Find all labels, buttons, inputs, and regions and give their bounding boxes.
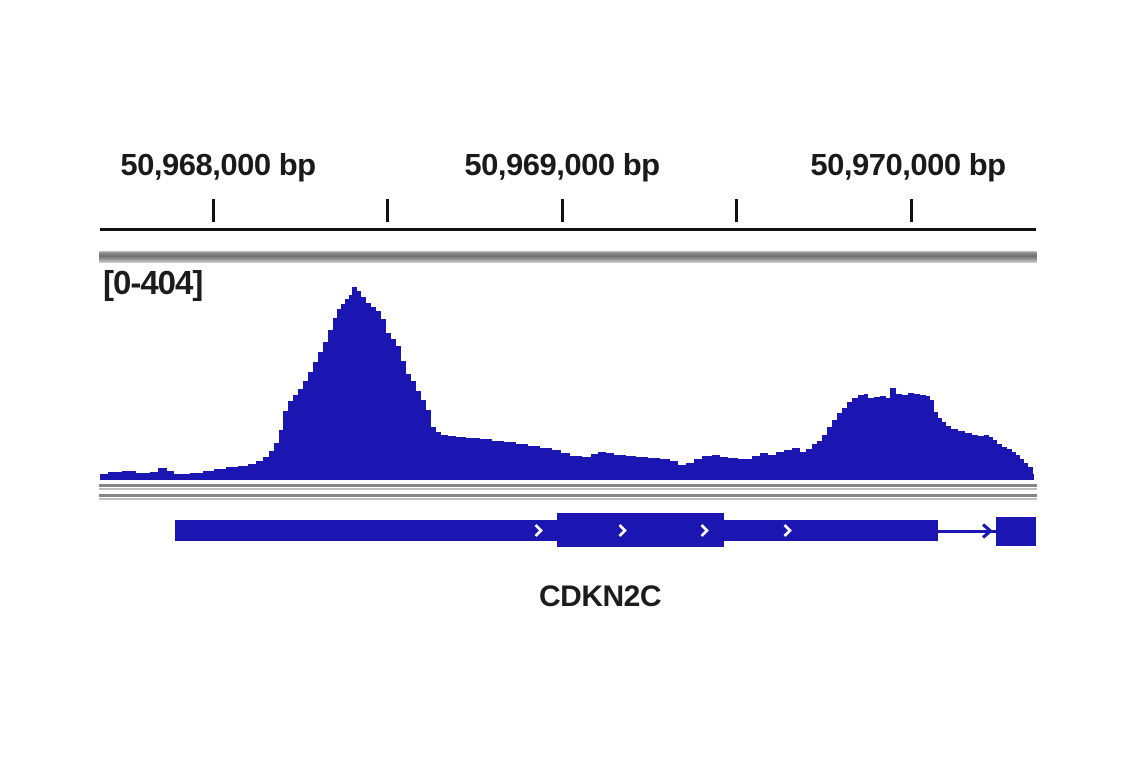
- gene-utr-bar[interactable]: [724, 520, 938, 541]
- coordinate-label: 50,968,000 bp: [120, 147, 316, 182]
- gene-name-label: CDKN2C: [538, 580, 662, 613]
- strand-arrow-icon: [782, 523, 793, 538]
- ruler-tick-mark: [910, 199, 913, 222]
- coverage-area-shape: [100, 287, 1034, 480]
- track-separator-line: [99, 487, 1037, 490]
- track-separator-line: [99, 494, 1037, 497]
- gene-utr-bar[interactable]: [175, 520, 557, 541]
- ruler-tick-mark: [561, 199, 564, 222]
- gene-exon-block[interactable]: [557, 513, 724, 547]
- ruler-tick-mark: [386, 199, 389, 222]
- ruler-baseline: [100, 228, 1036, 231]
- track-separator-bar: [99, 251, 1037, 263]
- ruler-tick-mark: [735, 199, 738, 222]
- strand-arrow-icon: [533, 523, 544, 538]
- track-separator-line: [99, 497, 1037, 500]
- coverage-histogram[interactable]: [100, 283, 1036, 483]
- ruler-tick-mark: [212, 199, 215, 222]
- coverage-range-label: [0-404]: [103, 264, 203, 301]
- coordinate-label: 50,970,000 bp: [810, 147, 1006, 182]
- track-separator-line: [99, 484, 1037, 487]
- gene-exon-block[interactable]: [996, 517, 1036, 546]
- coordinate-label: 50,969,000 bp: [464, 147, 660, 182]
- strand-arrow-icon: [617, 523, 628, 538]
- gene-intron-line[interactable]: [938, 530, 996, 533]
- intron-arrowhead-icon: [981, 523, 993, 539]
- strand-arrow-icon: [699, 523, 710, 538]
